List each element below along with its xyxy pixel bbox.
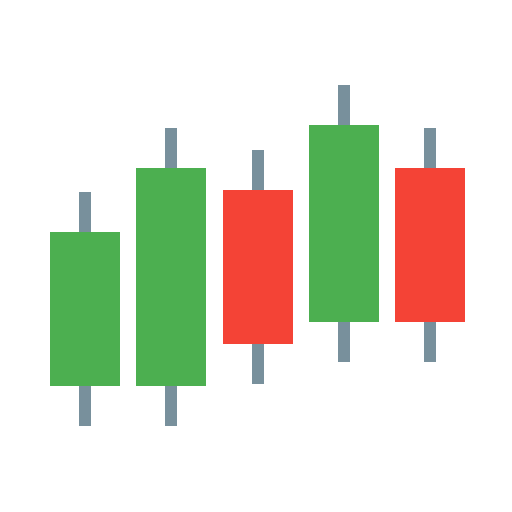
candlestick-chart-icon (0, 0, 512, 512)
candle-3-body (223, 190, 293, 344)
candle-1-body (50, 232, 120, 386)
candle-4-body (309, 125, 379, 322)
candle-5-body (395, 168, 465, 322)
candle-2-body (136, 168, 206, 386)
